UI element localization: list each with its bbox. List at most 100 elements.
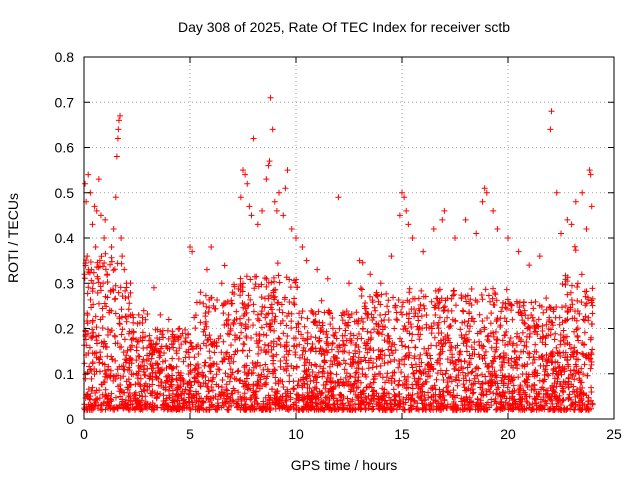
data-point-marker: [553, 344, 560, 351]
data-point-marker: [467, 296, 474, 303]
data-point-marker: [85, 171, 92, 178]
data-point-marker: [286, 347, 293, 354]
data-point-marker: [435, 300, 442, 307]
data-point-marker: [169, 399, 176, 406]
data-point-marker: [450, 406, 457, 413]
data-point-marker: [244, 353, 251, 360]
data-point-marker: [459, 365, 466, 372]
data-point-marker: [337, 391, 344, 398]
data-point-marker: [429, 385, 436, 392]
data-point-marker: [573, 356, 580, 363]
data-point-marker: [283, 322, 290, 329]
data-point-marker: [578, 299, 585, 306]
data-point-marker: [119, 293, 126, 300]
data-point-marker: [384, 370, 391, 377]
data-point-marker: [353, 318, 360, 325]
data-point-marker: [396, 377, 403, 384]
data-point-marker: [325, 374, 332, 381]
data-point-marker: [477, 384, 484, 391]
data-point-marker: [243, 273, 250, 280]
data-point-marker: [487, 382, 494, 389]
data-point-marker: [323, 348, 330, 355]
data-point-marker: [351, 381, 358, 388]
data-point-marker: [387, 358, 394, 365]
data-point-marker: [197, 383, 204, 390]
data-point-marker: [298, 394, 305, 401]
data-point-marker: [532, 400, 539, 407]
data-point-marker: [572, 393, 579, 400]
data-point-marker: [362, 299, 369, 306]
data-point-marker: [258, 324, 265, 331]
data-point-marker: [112, 310, 119, 317]
data-point-marker: [557, 367, 564, 374]
data-point-marker: [568, 221, 575, 228]
data-point-marker: [206, 406, 213, 413]
data-point-marker: [398, 369, 405, 376]
data-point-marker: [440, 340, 447, 347]
data-point-marker: [157, 352, 164, 359]
data-point-marker: [587, 356, 594, 363]
data-point-marker: [353, 309, 360, 316]
data-point-marker: [361, 401, 368, 408]
data-point-marker: [498, 308, 505, 315]
data-point-marker: [339, 309, 346, 316]
data-point-marker: [362, 357, 369, 364]
data-point-marker: [492, 291, 499, 298]
data-point-marker: [327, 321, 334, 328]
data-point-marker: [569, 372, 576, 379]
data-point-marker: [299, 244, 306, 251]
data-point-marker: [220, 338, 227, 345]
data-point-marker: [571, 367, 578, 374]
data-point-marker: [88, 388, 95, 395]
data-point-marker: [497, 399, 504, 406]
data-point-marker: [179, 403, 186, 410]
data-point-marker: [452, 344, 459, 351]
data-point-marker: [95, 176, 102, 183]
data-point-marker: [312, 400, 319, 407]
data-point-marker: [298, 314, 305, 321]
data-point-marker: [435, 305, 442, 312]
data-point-marker: [369, 405, 376, 412]
data-point-marker: [560, 327, 567, 334]
data-point-marker: [158, 382, 165, 389]
data-point-marker: [312, 311, 319, 318]
data-point-marker: [484, 315, 491, 322]
data-point-marker: [405, 221, 412, 228]
data-point-marker: [100, 280, 107, 287]
data-point-marker: [403, 385, 410, 392]
data-point-marker: [425, 360, 432, 367]
data-point-marker: [571, 376, 578, 383]
data-point-marker: [196, 299, 203, 306]
data-point-marker: [166, 394, 173, 401]
data-point-marker: [454, 382, 461, 389]
data-point-marker: [385, 308, 392, 315]
data-point-marker: [385, 377, 392, 384]
data-point-marker: [355, 360, 362, 367]
data-point-marker: [578, 396, 585, 403]
data-point-marker: [439, 371, 446, 378]
data-point-marker: [246, 366, 253, 373]
data-point-marker: [575, 369, 582, 376]
data-point-marker: [306, 385, 313, 392]
data-point-marker: [200, 300, 207, 307]
data-point-marker: [135, 362, 142, 369]
data-point-marker: [447, 323, 454, 330]
data-point-marker: [579, 401, 586, 408]
data-point-marker: [195, 350, 202, 357]
data-point-marker: [553, 395, 560, 402]
data-point-marker: [191, 378, 198, 385]
data-point-marker: [223, 317, 230, 324]
data-point-marker: [259, 383, 266, 390]
data-point-marker: [511, 358, 518, 365]
data-point-marker: [577, 405, 584, 412]
data-point-marker: [114, 260, 121, 267]
data-point-marker: [93, 207, 100, 214]
data-point-marker: [116, 320, 123, 327]
data-point-marker: [585, 351, 592, 358]
data-point-marker: [390, 386, 397, 393]
data-point-marker: [536, 377, 543, 384]
data-point-marker: [252, 395, 259, 402]
data-point-marker: [549, 353, 556, 360]
data-point-marker: [382, 324, 389, 331]
data-point-marker: [589, 302, 596, 309]
